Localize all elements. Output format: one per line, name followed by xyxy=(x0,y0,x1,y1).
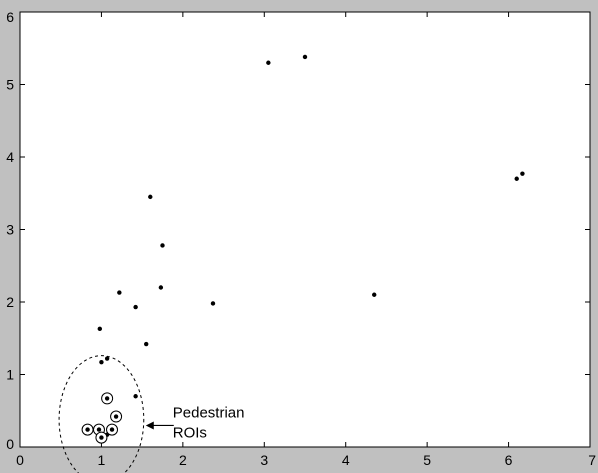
y-tick-label: 2 xyxy=(6,294,14,310)
y-tick-label: 4 xyxy=(6,149,14,165)
y-tick-label: 5 xyxy=(6,77,14,93)
scatter-point xyxy=(133,305,137,309)
scatter-point xyxy=(144,342,148,346)
scatter-point xyxy=(515,177,519,181)
x-tick-label: 3 xyxy=(260,452,268,468)
roi-point xyxy=(105,396,109,400)
x-tick-label: 0 xyxy=(16,452,24,468)
y-tick-label: 0 xyxy=(6,436,14,452)
roi-point xyxy=(85,427,89,431)
x-tick-label: 6 xyxy=(505,452,513,468)
scatter-point xyxy=(99,360,103,364)
scatter-point xyxy=(372,293,376,297)
scatter-point xyxy=(160,243,164,247)
annotation-line-1: Pedestrian xyxy=(173,404,245,421)
x-tick-label: 7 xyxy=(588,452,596,468)
y-tick-label: 1 xyxy=(6,367,14,383)
roi-point xyxy=(110,427,114,431)
y-tick-label: 3 xyxy=(6,222,14,238)
scatter-point xyxy=(159,285,163,289)
scatter-point xyxy=(117,290,121,294)
plot-area xyxy=(20,12,590,447)
y-tick-label: 6 xyxy=(6,9,14,25)
scatter-point xyxy=(133,394,137,398)
roi-point xyxy=(99,435,103,439)
scatter-point xyxy=(148,195,152,199)
x-tick-label: 5 xyxy=(423,452,431,468)
scatter-point xyxy=(303,55,307,59)
x-tick-label: 2 xyxy=(179,452,187,468)
scatter-point xyxy=(266,61,270,65)
roi-point xyxy=(114,414,118,418)
roi-point xyxy=(97,427,101,431)
x-tick-label: 4 xyxy=(342,452,350,468)
scatter-point xyxy=(520,171,524,175)
x-tick-label: 1 xyxy=(98,452,106,468)
annotation-line-2: ROIs xyxy=(173,424,207,441)
scatter-point xyxy=(211,301,215,305)
scatter-point xyxy=(98,327,102,331)
